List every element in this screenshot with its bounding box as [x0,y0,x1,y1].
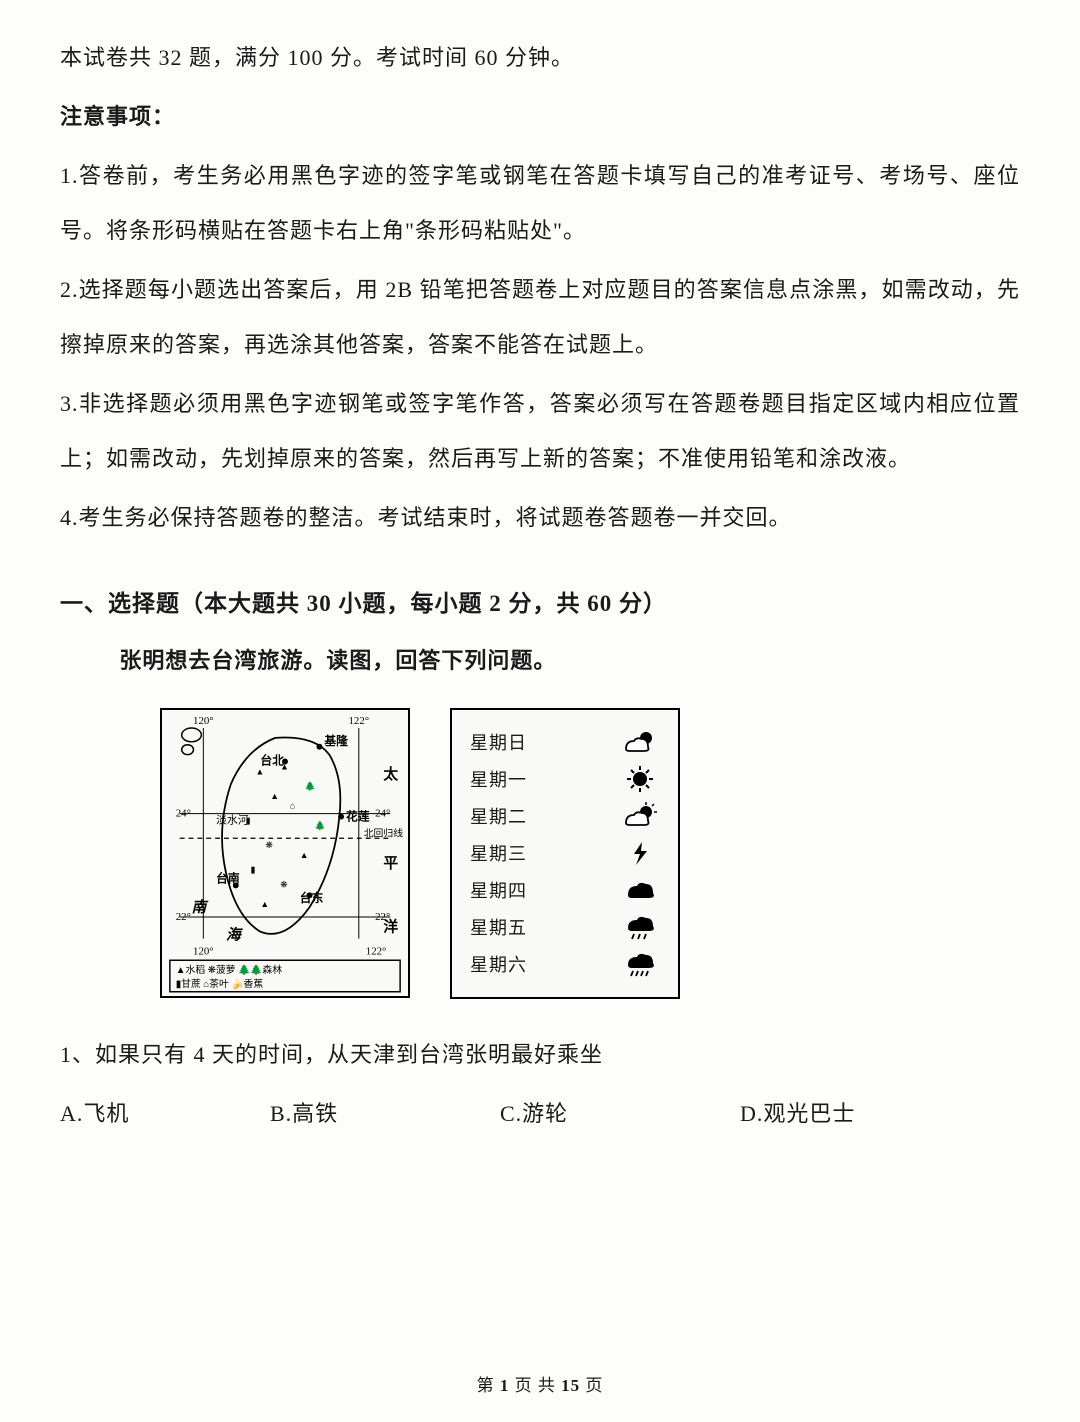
weather-row: 星期一 [470,761,660,798]
svg-text:南: 南 [192,899,209,916]
svg-text:基隆: 基隆 [323,733,349,747]
option-c: C.游轮 [500,1086,740,1141]
lon-left-top: 120° [193,715,214,727]
note-2: 2.选择题每小题选出答案后，用 2B 铅笔把答题卷上对应题目的答案信息点涂黑，如… [60,262,1020,372]
svg-text:平: 平 [383,854,398,871]
day-label: 星期日 [470,729,527,755]
footer-total: 15 [561,1376,580,1395]
svg-text:❋: ❋ [265,840,273,850]
svg-text:❋: ❋ [280,879,288,889]
svg-text:海: 海 [226,926,243,943]
notes-title: 注意事项： [60,89,1020,144]
sunny-icon [620,764,660,794]
figures-row: ▲▲▲ ▮⌂❋ ▮▲❋ ▲🌲🌲 120° 122° 120° 122° 24° … [160,708,1020,999]
weather-forecast: 星期日 星期一 星期二 星期三 [450,708,680,999]
weather-row: 星期五 [470,909,660,946]
option-d: D.观光巴士 [740,1086,855,1141]
weather-row: 星期四 [470,872,660,909]
svg-text:太: 太 [383,765,398,783]
svg-text:122°: 122° [366,945,387,957]
option-b: B.高铁 [270,1086,500,1141]
footer-page: 1 [500,1376,510,1395]
svg-text:🌲: 🌲 [315,819,326,830]
svg-text:▲: ▲ [255,766,264,776]
lightning-icon [620,838,660,868]
svg-text:22°: 22° [176,910,191,922]
rain-icon [620,912,660,942]
svg-text:120°: 120° [193,945,214,957]
exam-page: 本试卷共 32 题，满分 100 分。考试时间 60 分钟。 注意事项： 1.答… [0,0,1080,1422]
footer-pre: 第 [477,1376,500,1395]
note-1: 1.答卷前，考生务必用黑色字迹的签字笔或钢笔在答题卡填写自己的准考证号、考场号、… [60,148,1020,258]
svg-text:北回归线: 北回归线 [364,826,403,839]
partly-cloudy-icon [620,727,660,757]
svg-text:▲: ▲ [270,790,279,800]
question-1-options: A.飞机 B.高铁 C.游轮 D.观光巴士 [60,1086,1020,1141]
weather-row: 星期二 [470,798,660,835]
note-4: 4.考生务必保持答题卷的整洁。考试结束时，将试题卷答题卷一并交回。 [60,490,1020,545]
question-1-text: 1、如果只有 4 天的时间，从天津到台湾张明最好乘坐 [60,1027,1020,1082]
day-label: 星期一 [470,766,527,792]
page-footer: 第 1 页 共 15 页 [0,1371,1080,1396]
svg-text:🌲: 🌲 [305,780,316,791]
note-3: 3.非选择题必须用黑色字迹钢笔或签字笔作答，答案必须写在答题卷题目指定区域内相应… [60,376,1020,486]
day-label: 星期三 [470,840,527,866]
cloudy-icon [620,875,660,905]
svg-text:▮: ▮ [251,864,256,874]
svg-text:⌂: ⌂ [290,800,295,810]
paper-info: 本试卷共 32 题，满分 100 分。考试时间 60 分钟。 [60,30,1020,85]
lon-right-top: 122° [349,715,370,727]
section-1-title: 一、选择题（本大题共 30 小题，每小题 2 分，共 60 分） [60,575,1020,633]
taiwan-map: ▲▲▲ ▮⌂❋ ▮▲❋ ▲🌲🌲 120° 122° 120° 122° 24° … [160,708,410,998]
rain-icon [620,949,660,979]
option-a: A.飞机 [60,1086,270,1141]
day-label: 星期四 [470,877,527,903]
footer-mid: 页 共 [509,1376,561,1395]
svg-text:24°: 24° [375,807,390,819]
day-label: 星期六 [470,951,527,977]
day-label: 星期五 [470,914,527,940]
svg-text:▲水稻 ❋菠萝 🌲🌲森林: ▲水稻 ❋菠萝 🌲🌲森林 [176,963,282,976]
svg-text:台北: 台北 [260,753,284,767]
svg-text:24°: 24° [176,807,191,819]
svg-text:花莲: 花莲 [346,809,370,823]
svg-text:▮甘蔗 ⌂茶叶 🍌香蕉: ▮甘蔗 ⌂茶叶 🍌香蕉 [176,976,264,989]
svg-text:▲: ▲ [300,849,309,859]
scenario-text: 张明想去台湾旅游。读图，回答下列问题。 [60,633,1020,688]
weather-row: 星期日 [470,724,660,761]
day-label: 星期二 [470,803,527,829]
svg-text:▲: ▲ [260,899,269,909]
svg-text:淡水河: 淡水河 [216,813,249,826]
weather-row: 星期三 [470,835,660,872]
svg-text:洋: 洋 [383,917,398,935]
footer-post: 页 [580,1376,603,1395]
partly-cloudy-icon [620,801,660,831]
weather-row: 星期六 [470,946,660,983]
